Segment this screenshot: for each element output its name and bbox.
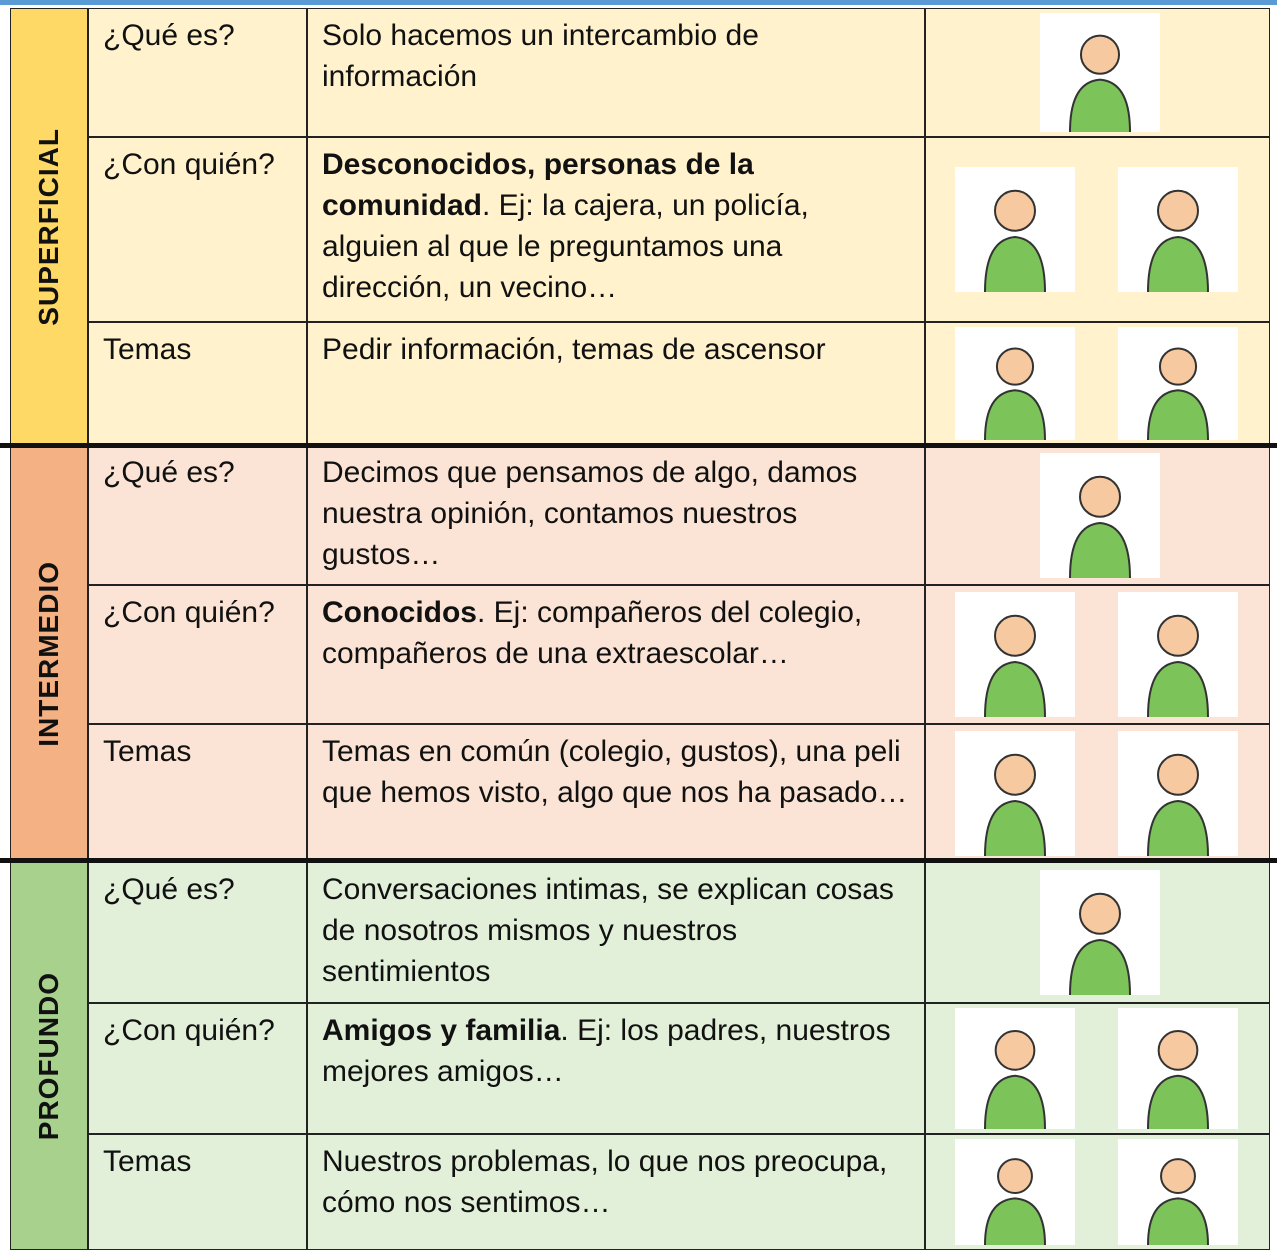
- description: . Ej: compañeros del colegio, compañeros…: [322, 596, 863, 670]
- pictogram-art: [1147, 347, 1209, 441]
- pictogram: [1040, 452, 1160, 578]
- pictogram: [955, 327, 1075, 441]
- pictogram-art: [984, 753, 1046, 856]
- pictogram: [1040, 13, 1160, 133]
- pictogram-art: [1147, 614, 1209, 718]
- pictogram: [1118, 592, 1238, 718]
- section-separator: [0, 443, 1277, 448]
- pictogram-art: [984, 347, 1046, 441]
- row-text: Amigos y familia. Ej: los padres, nuestr…: [307, 1003, 925, 1134]
- pictogram: [955, 1008, 1075, 1130]
- row-kind: ¿Qué es?: [88, 445, 307, 585]
- row-text: Solo hacemos un intercambio de informaci…: [307, 8, 925, 137]
- section-label: PROFUNDO: [10, 862, 88, 1250]
- row-kind: Temas: [88, 1134, 307, 1250]
- row-kind: ¿Con quién?: [88, 585, 307, 724]
- description: Decimos que pensamos de algo, damos nues…: [322, 456, 858, 571]
- pictogram-art: [1147, 1029, 1209, 1130]
- pictogram-art: [984, 1158, 1046, 1246]
- pictogram: [1118, 327, 1238, 441]
- row-text: Desconocidos, personas de la comunidad. …: [307, 137, 925, 322]
- row-text: Nuestros problemas, lo que nos preocupa,…: [307, 1134, 925, 1250]
- section-label: SUPERFICIAL: [10, 8, 88, 445]
- pictogram-art: [1069, 475, 1131, 578]
- pictogram: [1040, 870, 1160, 996]
- row-kind: ¿Qué es?: [88, 8, 307, 137]
- description: Pedir información, temas de ascensor: [322, 333, 826, 366]
- pictogram: [1118, 1008, 1238, 1130]
- row-kind: Temas: [88, 322, 307, 445]
- pictogram: [1118, 730, 1238, 856]
- pictogram-art: [1069, 892, 1131, 996]
- row-text: Pedir información, temas de ascensor: [307, 322, 925, 445]
- description: Conversaciones intimas, se explican cosa…: [322, 873, 894, 988]
- row-kind: ¿Con quién?: [88, 137, 307, 322]
- pictogram: [955, 730, 1075, 856]
- description: Temas en común (colegio, gustos), una pe…: [322, 735, 908, 809]
- row-text: Temas en común (colegio, gustos), una pe…: [307, 724, 925, 862]
- row-text: Decimos que pensamos de algo, damos nues…: [307, 445, 925, 585]
- description: . Ej: la cajera, un policía, alguien al …: [322, 189, 809, 304]
- row-kind: ¿Qué es?: [88, 862, 307, 1003]
- section-label-text: SUPERFICIAL: [33, 127, 64, 326]
- pictogram: [955, 1139, 1075, 1246]
- row-kind: Temas: [88, 724, 307, 862]
- row-kind: ¿Con quién?: [88, 1003, 307, 1134]
- pictogram-art: [984, 614, 1046, 718]
- top-border: [0, 0, 1277, 5]
- description: Solo hacemos un intercambio de informaci…: [322, 19, 759, 93]
- pictogram-art: [1147, 753, 1209, 856]
- description: . Ej: los padres, nuestros mejores amigo…: [322, 1014, 891, 1088]
- pictogram: [955, 592, 1075, 718]
- pictogram-art: [1069, 34, 1131, 133]
- row-text: Conocidos. Ej: compañeros del colegio, c…: [307, 585, 925, 724]
- pictogram: [955, 167, 1075, 293]
- section-separator: [0, 858, 1277, 863]
- pictogram: [1118, 167, 1238, 293]
- pictogram: [1118, 1139, 1238, 1246]
- section-label: INTERMEDIO: [10, 445, 88, 862]
- description: Nuestros problemas, lo que nos preocupa,…: [322, 1145, 888, 1219]
- bold-text: Amigos y familia: [322, 1014, 561, 1047]
- pictogram-art: [1147, 1158, 1209, 1246]
- row-text: Conversaciones intimas, se explican cosa…: [307, 862, 925, 1003]
- bold-text: Conocidos: [322, 596, 477, 629]
- pictogram-art: [984, 1029, 1046, 1130]
- section-label-text: PROFUNDO: [33, 971, 64, 1141]
- pictogram-art: [1147, 189, 1209, 293]
- bold-text: Desconocidos, personas de la comunidad: [322, 148, 754, 222]
- pictogram-art: [984, 189, 1046, 293]
- section-label-text: INTERMEDIO: [33, 560, 64, 747]
